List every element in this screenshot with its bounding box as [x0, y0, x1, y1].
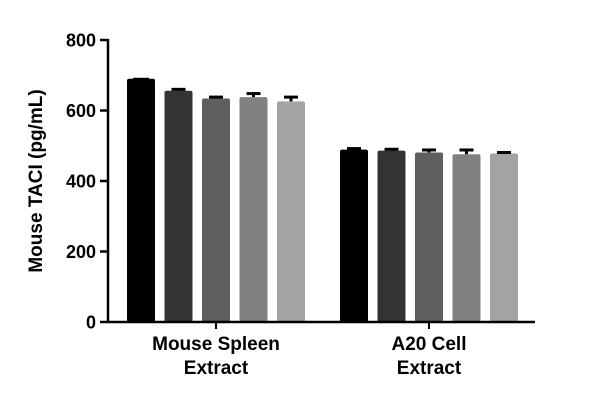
bar [377, 150, 406, 322]
bars-group [127, 78, 518, 323]
bar [164, 90, 193, 322]
bar [490, 153, 518, 322]
y-axis: 0 200 400 600 800 [66, 31, 110, 333]
category-label: Mouse Spleen [152, 334, 280, 355]
x-axis: Mouse Spleen Extract A20 Cell Extract [108, 320, 535, 379]
category-label: A20 Cell [392, 334, 467, 355]
bar [239, 97, 268, 322]
category-label: Extract [397, 358, 462, 379]
bar [127, 78, 155, 323]
y-tick-label: 800 [66, 31, 96, 51]
error-bars-group [133, 77, 511, 155]
bar [452, 154, 481, 322]
y-axis-title: Mouse TACI (pg/mL) [26, 89, 47, 272]
y-tick-label: 600 [66, 101, 96, 121]
bar [202, 98, 230, 322]
y-tick-label: 200 [66, 242, 96, 262]
bar [277, 101, 305, 323]
bar [340, 149, 368, 322]
bar [415, 152, 443, 322]
category-label: Extract [184, 358, 249, 379]
y-tick-label: 0 [86, 313, 96, 333]
y-tick-label: 400 [66, 172, 96, 192]
